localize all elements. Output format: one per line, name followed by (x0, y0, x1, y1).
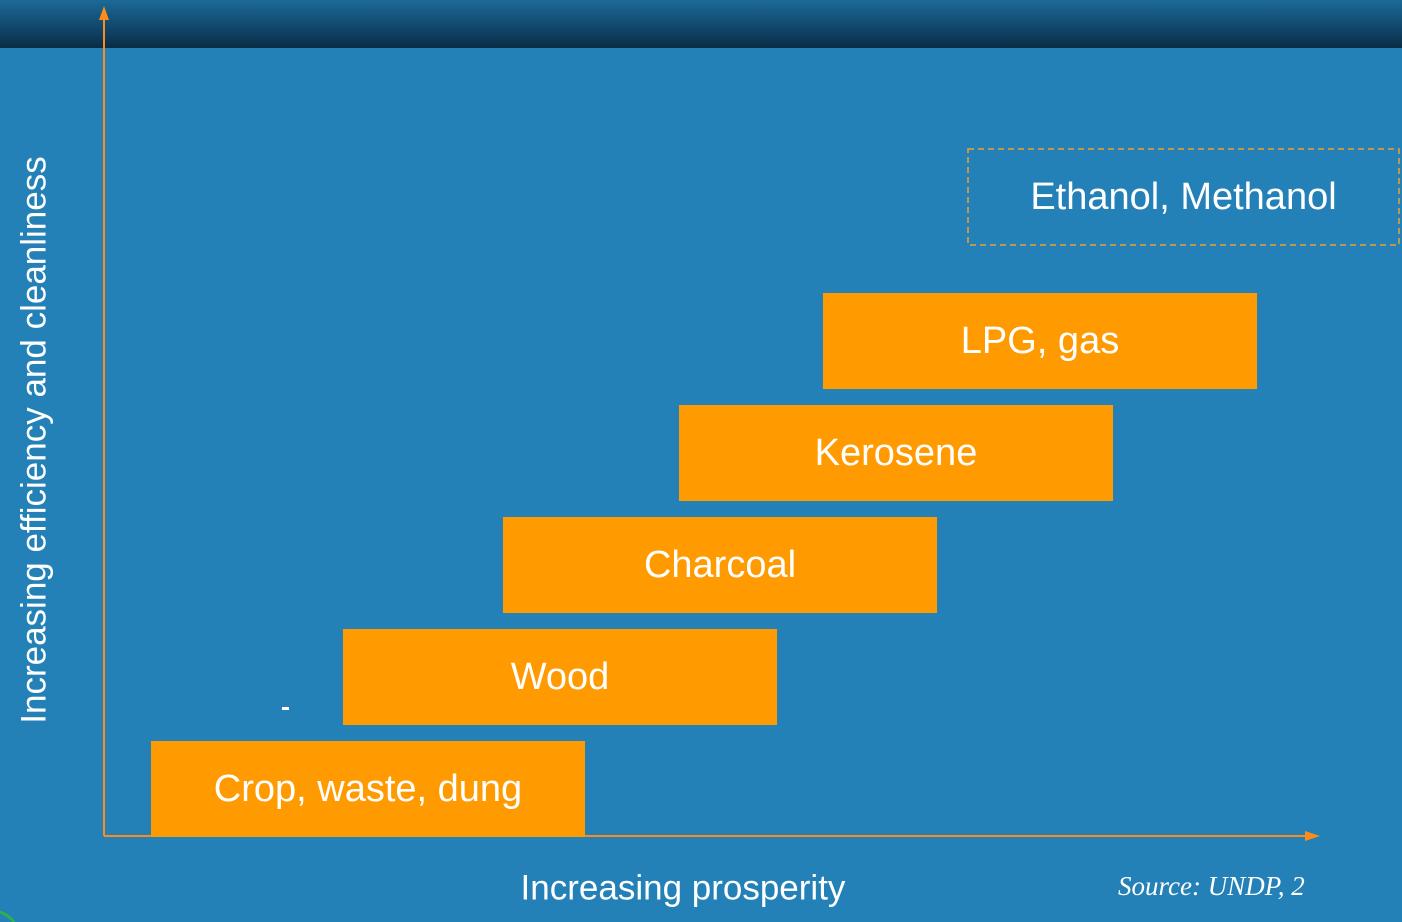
step-box (823, 293, 1257, 389)
header-band (0, 0, 1402, 48)
step-box (151, 741, 585, 837)
step-label: Charcoal (644, 544, 796, 586)
step-label: Ethanol, Methanol (1030, 176, 1336, 218)
step-box (343, 629, 777, 725)
step-box-dashed (967, 148, 1400, 246)
step-label: Kerosene (815, 432, 978, 474)
step-label: Crop, waste, dung (214, 768, 522, 810)
step-label: Wood (511, 656, 610, 698)
y-axis-arrow (99, 6, 109, 20)
step-box (503, 517, 937, 613)
step-label: LPG, gas (961, 320, 1119, 362)
step-box (679, 405, 1113, 501)
x-axis-label: Increasing prosperity (521, 868, 846, 907)
dash-mark (282, 707, 289, 710)
source-note: Source: UNDP, 2 (1118, 871, 1305, 901)
x-axis-arrow (1305, 831, 1320, 841)
y-axis-label: Increasing efficiency and cleanliness (14, 156, 53, 723)
